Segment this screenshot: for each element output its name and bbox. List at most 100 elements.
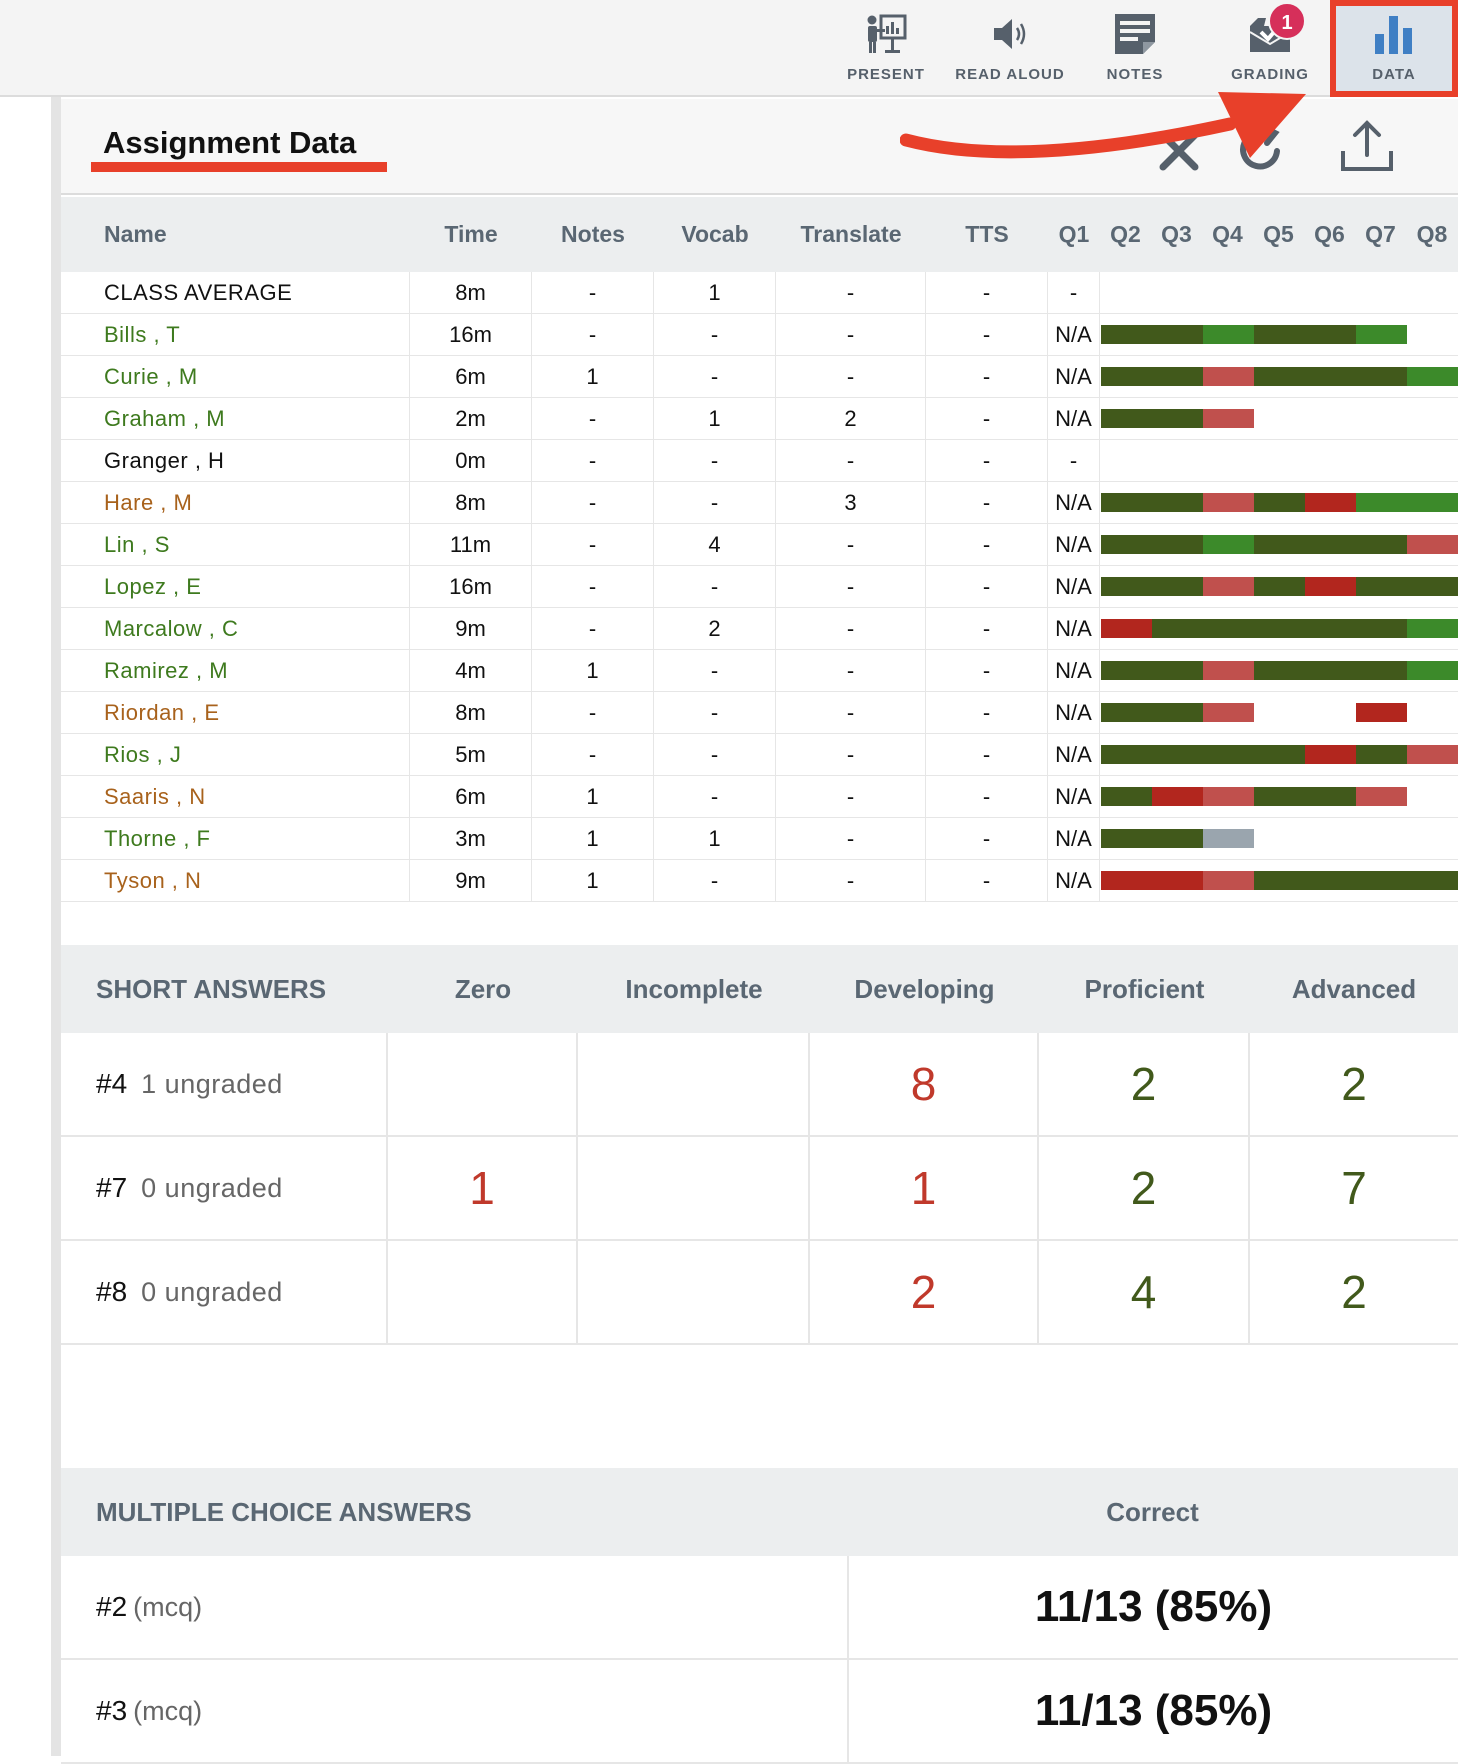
present-button[interactable]: PRESENT	[831, 0, 941, 97]
question-result-bar	[1152, 703, 1203, 722]
cell-tts: -	[926, 818, 1048, 859]
question-result-bar	[1407, 577, 1458, 596]
rubric-count-cell[interactable]: 2	[1039, 1137, 1250, 1239]
table-row[interactable]: CLASS AVERAGE 8m -1- - -	[61, 272, 1458, 314]
cell-time: 11m	[410, 524, 532, 565]
cell-tts: -	[926, 314, 1048, 355]
col-q1[interactable]: Q1	[1058, 221, 1090, 247]
rubric-count-cell[interactable]: 7	[1341, 1162, 1367, 1214]
cell-tts: -	[926, 482, 1048, 523]
cell-name[interactable]: Ramirez , M	[61, 650, 410, 691]
cell-name[interactable]: Lopez , E	[61, 566, 410, 607]
cell-translate: -	[776, 314, 926, 355]
rubric-count-cell[interactable]: 8	[810, 1033, 1039, 1135]
question-cell	[61, 1241, 388, 1343]
cell-name[interactable]: Marcalow , C	[61, 608, 410, 649]
multiple-choice-row[interactable]: #3 (mcq) 11/13 (85%)	[61, 1660, 1458, 1764]
short-answers-title: SHORT ANSWERS	[96, 974, 327, 1004]
col-q6[interactable]: Q6	[1314, 221, 1345, 247]
cell-time: 4m	[410, 650, 532, 691]
rubric-count-cell[interactable]: 2	[810, 1241, 1039, 1343]
col-q4[interactable]: Q4	[1212, 221, 1243, 247]
cell-name[interactable]: Thorne , F	[61, 818, 410, 859]
question-result-bar	[1407, 367, 1458, 386]
cell-name[interactable]: Curie , M	[61, 356, 410, 397]
cell-name[interactable]: Graham , M	[61, 398, 410, 439]
export-upload-icon[interactable]	[1337, 117, 1397, 177]
rubric-count-cell[interactable]: 4	[1039, 1241, 1250, 1343]
cell-time: 6m	[410, 776, 532, 817]
multiple-choice-row[interactable]: #2 (mcq) 11/13 (85%)	[61, 1556, 1458, 1660]
short-answer-row[interactable]: #7 0 ungraded 1 1 2 7	[61, 1137, 1458, 1241]
col-vocab[interactable]: Vocab	[681, 221, 749, 247]
col-q2[interactable]: Q2	[1110, 221, 1141, 247]
question-result-bar	[1305, 661, 1356, 680]
question-label: #3 (mcq)	[96, 1660, 202, 1762]
question-result-bar	[1254, 535, 1305, 554]
rubric-count-cell[interactable]: 2	[1341, 1058, 1367, 1110]
question-result-bar	[1101, 493, 1152, 512]
question-result-bar	[1203, 871, 1254, 890]
table-row[interactable]: Thorne , F 3m 1 1- - N/A	[61, 818, 1458, 860]
table-row[interactable]: Lin , S 11m -4- - N/A	[61, 524, 1458, 566]
rubric-count-cell[interactable]: 2	[1039, 1033, 1250, 1135]
cell-name[interactable]: Granger , H	[61, 440, 410, 481]
cell-tts: -	[926, 398, 1048, 439]
cell-name[interactable]: Lin , S	[61, 524, 410, 565]
col-q5[interactable]: Q5	[1263, 221, 1294, 247]
cell-notes: 1	[532, 860, 654, 901]
cell-q1: N/A	[1048, 314, 1100, 355]
question-result-bar	[1101, 577, 1152, 596]
col-name[interactable]: Name	[104, 221, 167, 247]
table-row[interactable]: Granger , H 0m - - - - -	[61, 440, 1458, 482]
cell-vocab: 1	[654, 398, 776, 439]
table-row[interactable]: Hare , M 8m - -3- N/A	[61, 482, 1458, 524]
cell-name[interactable]: Hare , M	[61, 482, 410, 523]
notes-button[interactable]: NOTES	[1085, 0, 1185, 97]
cell-vocab: -	[654, 734, 776, 775]
question-result-bar	[1203, 703, 1254, 722]
col-q8[interactable]: Q8	[1416, 221, 1448, 247]
cell-q1: N/A	[1048, 776, 1100, 817]
col-notes[interactable]: Notes	[561, 221, 625, 247]
table-row[interactable]: Marcalow , C 9m -2- - N/A	[61, 608, 1458, 650]
question-label: #2 (mcq)	[96, 1556, 202, 1658]
table-row[interactable]: Curie , M 6m 1- - - N/A	[61, 356, 1458, 398]
question-result-bar	[1203, 787, 1254, 806]
col-translate[interactable]: Translate	[800, 221, 902, 247]
question-result-bar	[1356, 325, 1407, 344]
question-result-bar	[1101, 619, 1152, 638]
short-answer-row[interactable]: #4 1 ungraded 8 2 2	[61, 1033, 1458, 1137]
col-correct: Correct	[1106, 1497, 1199, 1527]
cell-name[interactable]: Saaris , N	[61, 776, 410, 817]
read-aloud-button[interactable]: READ ALOUD	[945, 0, 1075, 97]
cell-name[interactable]: Rios , J	[61, 734, 410, 775]
question-result-bar	[1203, 829, 1254, 848]
cell-name[interactable]: Bills , T	[61, 314, 410, 355]
cell-vocab: -	[654, 860, 776, 901]
question-result-bar	[1305, 619, 1356, 638]
cell-name[interactable]: CLASS AVERAGE	[61, 272, 410, 313]
col-time[interactable]: Time	[444, 221, 498, 247]
cell-vocab: -	[654, 440, 776, 481]
cell-name[interactable]: Tyson , N	[61, 860, 410, 901]
table-row[interactable]: Rios , J 5m - - - - N/A	[61, 734, 1458, 776]
table-row[interactable]: Tyson , N 9m 1- - - N/A	[61, 860, 1458, 902]
cell-name[interactable]: Riordan , E	[61, 692, 410, 733]
rubric-count-cell[interactable]: 1	[810, 1137, 1039, 1239]
data-button[interactable]: DATA	[1330, 0, 1458, 97]
presentation-icon	[867, 14, 907, 53]
rubric-count-cell[interactable]: 2	[1341, 1266, 1367, 1318]
question-result-bar	[1356, 871, 1407, 890]
table-row[interactable]: Riordan , E 8m - - - - N/A	[61, 692, 1458, 734]
col-tts[interactable]: TTS	[965, 221, 1009, 247]
table-row[interactable]: Lopez , E 16m - - - - N/A	[61, 566, 1458, 608]
short-answer-row[interactable]: #8 0 ungraded 2 4 2	[61, 1241, 1458, 1345]
col-q7[interactable]: Q7	[1365, 221, 1396, 247]
table-row[interactable]: Saaris , N 6m 1- - - N/A	[61, 776, 1458, 818]
table-row[interactable]: Ramirez , M 4m 1- - - N/A	[61, 650, 1458, 692]
table-row[interactable]: Bills , T 16m - - - - N/A	[61, 314, 1458, 356]
col-q3[interactable]: Q3	[1161, 221, 1192, 247]
table-row[interactable]: Graham , M 2m -1 2- N/A	[61, 398, 1458, 440]
rubric-count-cell[interactable]: 1	[388, 1137, 578, 1239]
